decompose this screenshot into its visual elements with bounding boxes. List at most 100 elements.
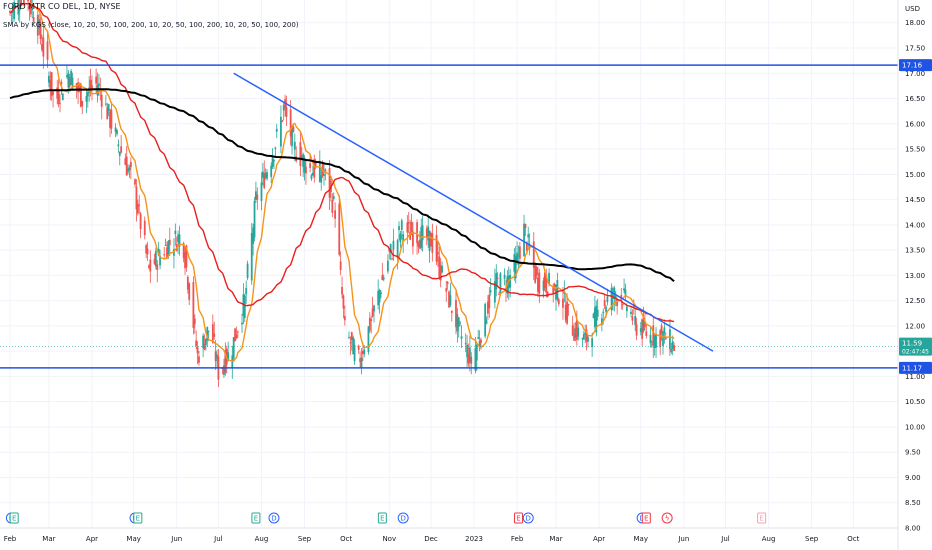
- candle-body: [524, 223, 527, 229]
- price-axis[interactable]: USD8.008.509.009.5010.0010.5011.0011.501…: [897, 0, 925, 550]
- candle-body: [148, 265, 150, 268]
- candle-body: [79, 83, 82, 107]
- candle-body: [214, 351, 217, 362]
- candle-body: [532, 241, 535, 268]
- candle-body: [487, 301, 489, 314]
- candle-body: [605, 306, 607, 312]
- candle-body: [371, 308, 374, 317]
- candle-body: [328, 167, 331, 198]
- candle-body: [659, 330, 662, 348]
- candle-body: [430, 233, 432, 247]
- candle-body: [192, 282, 195, 328]
- candle-body: [635, 324, 638, 336]
- candle-body: [182, 243, 185, 259]
- candle-body: [275, 128, 278, 132]
- candle-body: [467, 353, 470, 364]
- candle-body: [320, 175, 323, 183]
- candle-body: [211, 324, 214, 343]
- split-marker-label: ϟ: [665, 515, 670, 523]
- resistance-price-tag-bg: [899, 59, 932, 72]
- indicator-legend[interactable]: SMA by KGS (close, 10, 20, 50, 100, 200,…: [3, 21, 299, 29]
- candle-body: [603, 299, 606, 307]
- price-tick-label: 16.50: [905, 95, 925, 103]
- time-axis[interactable]: Feb Mar Apr May Jun Jul Aug Sep Oct Nov Dec 2023 Feb…: [0, 527, 898, 543]
- candle-body: [145, 245, 148, 254]
- candle-body: [548, 272, 550, 285]
- candle-body: [234, 328, 236, 342]
- candle-body: [662, 332, 664, 346]
- candle-body: [227, 352, 230, 361]
- candle-body: [474, 348, 477, 371]
- last-price-tag-sub: 02:47:45: [902, 349, 929, 356]
- candle-body: [46, 41, 49, 60]
- candle-body: [285, 107, 288, 117]
- candle-body: [129, 162, 132, 168]
- candle-body: [361, 351, 364, 355]
- candle-body: [421, 225, 424, 241]
- earnings-marker-label: E: [254, 515, 258, 523]
- candle-body: [625, 306, 628, 312]
- event-markers[interactable]: DEDEEDEDEDDEϟE: [5, 512, 767, 524]
- candle-body: [85, 95, 88, 102]
- dividend-marker: [397, 512, 409, 524]
- candle-body: [28, 6, 31, 9]
- candle-body: [431, 233, 434, 253]
- price-tick-label: 17.50: [905, 45, 925, 53]
- candle-body: [653, 334, 656, 349]
- candle-body: [13, 1, 16, 19]
- candle-body: [139, 213, 142, 230]
- moving-averages: [9, 2, 675, 362]
- time-tick-label: Feb: [511, 535, 524, 543]
- candle-body: [398, 226, 400, 231]
- candle-body: [331, 200, 334, 213]
- earnings-marker: [9, 512, 19, 524]
- candle-body: [553, 283, 556, 287]
- candle-body: [410, 222, 413, 235]
- candle-body: [118, 151, 121, 156]
- candle-body: [164, 244, 167, 246]
- candle-body: [409, 232, 412, 240]
- candle-body: [581, 338, 584, 340]
- earnings-marker-label: E: [12, 515, 16, 523]
- candle-body: [595, 305, 598, 333]
- candle-body: [59, 103, 61, 105]
- candle-body: [577, 327, 580, 337]
- drawn-lines[interactable]: [0, 64, 898, 369]
- candle-body: [125, 156, 128, 176]
- candle-body: [391, 258, 393, 260]
- candle-body: [260, 182, 263, 201]
- candle-body: [594, 307, 596, 328]
- candle-body: [669, 329, 671, 350]
- earnings-marker: [251, 512, 261, 524]
- candle-body: [146, 248, 149, 255]
- candle-body: [138, 204, 141, 206]
- candle-body: [460, 336, 463, 339]
- candle-body: [425, 228, 428, 238]
- candle-body: [235, 334, 238, 338]
- candle-body: [18, 5, 21, 11]
- candle-body: [67, 73, 70, 88]
- candle-body: [621, 304, 624, 306]
- candle-body: [168, 239, 171, 245]
- time-tick-label: 2023: [465, 535, 483, 543]
- candle-body: [624, 289, 627, 295]
- candle-body: [153, 259, 156, 264]
- candle-body: [114, 127, 117, 132]
- candle-body: [291, 126, 293, 147]
- candle-body: [642, 319, 645, 332]
- candle-body: [81, 100, 84, 107]
- candle-body: [213, 333, 216, 337]
- candle-body: [232, 337, 235, 359]
- candle-body: [353, 344, 356, 362]
- candle-body: [206, 326, 209, 341]
- candle-body: [52, 91, 54, 95]
- candle-body: [641, 319, 644, 339]
- candle-body: [198, 356, 200, 363]
- candle-body: [95, 76, 98, 84]
- price-tick-label: 13.00: [905, 272, 925, 280]
- candle-body: [459, 322, 462, 324]
- candle-body: [567, 303, 570, 306]
- candle-body: [439, 264, 442, 281]
